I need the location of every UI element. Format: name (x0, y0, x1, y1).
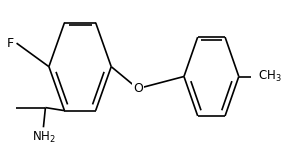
Text: CH$_3$: CH$_3$ (258, 69, 281, 84)
Text: O: O (133, 82, 143, 95)
Text: F: F (7, 37, 14, 50)
Text: NH$_2$: NH$_2$ (32, 130, 55, 146)
